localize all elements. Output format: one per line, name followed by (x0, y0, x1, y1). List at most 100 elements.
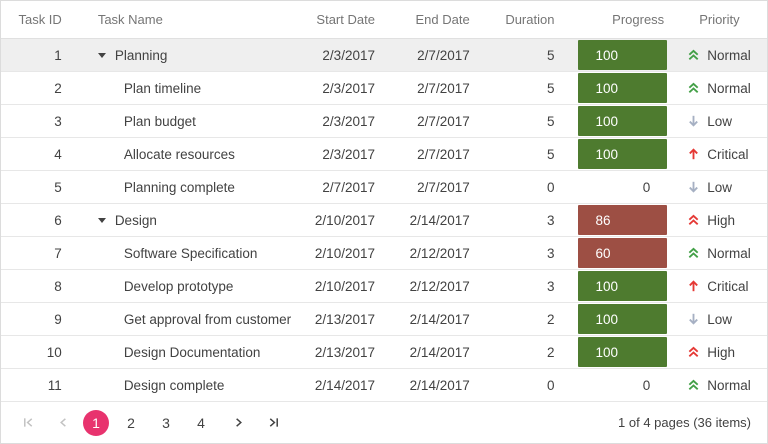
priority-label: Low (707, 113, 733, 129)
double-chevron-up-icon (688, 49, 699, 60)
priority-cell: Normal (674, 39, 767, 71)
pager-page-2[interactable]: 2 (127, 414, 135, 431)
duration-cell: 5 (547, 80, 555, 96)
table-row[interactable]: 7 Software Specification 2/10/2017 2/12/… (1, 237, 767, 270)
pager-page-1[interactable]: 1 (83, 409, 109, 436)
progress-cell: 86 (565, 204, 675, 236)
pager: 1 2 3 4 1 of 4 pages (36 items) (1, 402, 767, 443)
progress-value: 0 (642, 377, 651, 393)
table-row[interactable]: 11 Design complete 2/14/2017 2/14/2017 0… (1, 369, 767, 402)
double-chevron-up-icon (688, 82, 699, 93)
table-row[interactable]: 10 Design Documentation 2/13/2017 2/14/2… (1, 336, 767, 369)
priority-cell: High (674, 336, 767, 368)
end-date-cell: 2/7/2017 (417, 47, 470, 63)
duration-cell: 2 (547, 344, 555, 360)
priority-cell: High (674, 204, 767, 236)
table-row[interactable]: 2 Plan timeline 2/3/2017 2/7/2017 5 100 … (1, 72, 767, 105)
double-chevron-up-icon (688, 379, 699, 390)
priority-cell: Critical (674, 270, 767, 302)
task-name-cell: Allocate resources (71, 138, 305, 170)
priority-label: High (707, 212, 736, 228)
task-name-label: Software Specification (123, 245, 258, 261)
duration-cell: 3 (547, 212, 555, 228)
next-page-icon[interactable] (223, 408, 253, 438)
column-header-task-name[interactable]: Task Name (97, 12, 163, 27)
progress-cell: 100 (565, 270, 675, 302)
task-id-cell: 1 (54, 47, 62, 63)
progress-cell: 100 (565, 72, 675, 104)
table-row[interactable]: 4 Allocate resources 2/3/2017 2/7/2017 5… (1, 138, 767, 171)
column-header-end-date[interactable]: End Date (415, 12, 470, 27)
table-row[interactable]: 9 Get approval from customer 2/13/2017 2… (1, 303, 767, 336)
progress-cell: 0 (565, 369, 675, 401)
table-row[interactable]: 6 Design 2/10/2017 2/14/2017 3 86 High (1, 204, 767, 237)
progress-cell: 100 (565, 39, 675, 71)
progress-value: 100 (595, 311, 619, 327)
progress-value: 100 (595, 344, 619, 360)
priority-label: High (707, 344, 736, 360)
end-date-cell: 2/12/2017 (409, 245, 470, 261)
start-date-cell: 2/3/2017 (322, 113, 375, 129)
collapse-arrow-icon[interactable] (97, 217, 106, 223)
start-date-cell: 2/13/2017 (314, 311, 375, 327)
priority-cell: Normal (674, 369, 767, 401)
progress-bar: 100 (577, 73, 668, 103)
prev-page-icon[interactable] (48, 408, 78, 438)
collapse-arrow-icon[interactable] (97, 52, 106, 58)
progress-cell: 60 (565, 237, 675, 269)
task-name-label: Plan timeline (123, 80, 202, 96)
start-date-cell: 2/3/2017 (322, 80, 375, 96)
task-id-cell: 7 (54, 245, 62, 261)
task-id-cell: 8 (54, 278, 62, 294)
end-date-cell: 2/12/2017 (409, 278, 470, 294)
task-id-cell: 4 (54, 146, 62, 162)
priority-label: Critical (707, 278, 749, 294)
task-id-cell: 9 (54, 311, 62, 327)
priority-label: Low (707, 179, 733, 195)
task-id-cell: 6 (54, 212, 62, 228)
table-body: 1 Planning 2/3/2017 2/7/2017 5 100 Norma… (1, 39, 767, 402)
end-date-cell: 2/14/2017 (409, 377, 470, 393)
duration-cell: 2 (547, 311, 555, 327)
last-page-icon[interactable] (258, 408, 288, 438)
priority-icon-wrap (687, 246, 700, 260)
start-date-cell: 2/10/2017 (314, 278, 375, 294)
duration-cell: 5 (547, 146, 555, 162)
progress-value: 0 (642, 179, 651, 195)
first-page-icon[interactable] (13, 408, 43, 438)
task-name-cell: Design Documentation (71, 336, 305, 368)
table-row[interactable]: 3 Plan budget 2/3/2017 2/7/2017 5 100 Lo… (1, 105, 767, 138)
priority-icon-wrap (687, 345, 700, 359)
column-header-start-date[interactable]: Start Date (316, 12, 375, 27)
task-id-cell: 3 (54, 113, 62, 129)
priority-cell: Low (674, 171, 767, 203)
column-header-duration[interactable]: Duration (505, 12, 555, 27)
duration-cell: 5 (547, 113, 555, 129)
end-date-cell: 2/14/2017 (409, 344, 470, 360)
task-name-label: Design (114, 212, 157, 228)
task-name-cell: Develop prototype (71, 270, 305, 302)
progress-bar: 86 (577, 205, 668, 235)
column-header-priority[interactable]: Priority (699, 12, 740, 27)
progress-value: 60 (595, 245, 611, 261)
double-chevron-up-icon (688, 247, 699, 258)
pager-page-3[interactable]: 3 (162, 414, 170, 431)
priority-icon-wrap (687, 114, 700, 128)
priority-icon-wrap (687, 213, 700, 227)
progress-value: 86 (595, 212, 611, 228)
progress-value: 100 (595, 47, 619, 63)
progress-value: 100 (595, 113, 619, 129)
table-row[interactable]: 5 Planning complete 2/7/2017 2/7/2017 0 … (1, 171, 767, 204)
pager-page-4[interactable]: 4 (197, 414, 205, 431)
table-row[interactable]: 1 Planning 2/3/2017 2/7/2017 5 100 Norma… (1, 39, 767, 72)
progress-bar: 100 (577, 40, 668, 70)
column-header-progress[interactable]: Progress (612, 12, 665, 27)
arrow-down-icon (689, 313, 699, 325)
progress-bar: 100 (577, 337, 668, 367)
task-name-cell: Plan timeline (71, 72, 305, 104)
end-date-cell: 2/7/2017 (417, 113, 470, 129)
task-name-label: Design complete (123, 377, 225, 393)
table-row[interactable]: 8 Develop prototype 2/10/2017 2/12/2017 … (1, 270, 767, 303)
column-header-task-id[interactable]: Task ID (18, 12, 62, 27)
arrow-up-icon (689, 148, 699, 160)
